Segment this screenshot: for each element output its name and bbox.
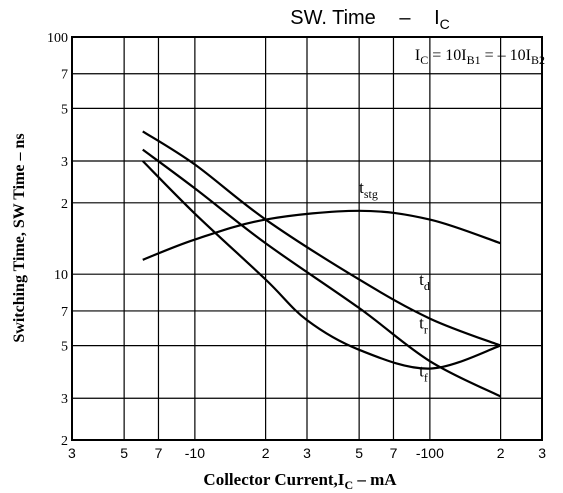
curve-tstg xyxy=(142,209,501,261)
x-tick-label-4: 2 xyxy=(262,445,270,461)
x-tick-label-6: 5 xyxy=(355,445,363,461)
y-tick-label-0: 2 xyxy=(61,434,68,449)
curve-label-td: td xyxy=(419,270,430,293)
curve-tr xyxy=(142,148,502,398)
x-tick-labels: 3 5 7 -10 2 3 5 7 -100 2 3 xyxy=(68,445,546,461)
y-tick-label-8: 7 xyxy=(61,68,68,83)
y-tick-label-5: 2 xyxy=(61,197,68,212)
y-axis-label: Switching Time, SW Time – ns xyxy=(11,133,28,342)
chart-title: SW. Time – IC xyxy=(290,7,450,32)
x-tick-label-8: -100 xyxy=(416,445,444,461)
x-tick-label-7: 7 xyxy=(390,445,398,461)
curves xyxy=(141,130,502,398)
y-tick-label-9: 100 xyxy=(47,31,68,46)
grid xyxy=(71,36,543,441)
y-tick-labels: 2 3 5 7 10 2 3 5 7 100 xyxy=(47,31,68,449)
y-tick-label-6: 3 xyxy=(61,155,68,170)
curve-label-tstg: tstg xyxy=(359,178,378,201)
y-tick-label-7: 5 xyxy=(61,102,68,117)
x-tick-label-2: 7 xyxy=(155,445,163,461)
curve-td xyxy=(142,130,502,347)
x-axis-label: Collector Current,IC – mA xyxy=(203,470,397,492)
x-tick-label-0: 3 xyxy=(68,445,76,461)
x-tick-label-1: 5 xyxy=(120,445,128,461)
curve-tf xyxy=(141,160,501,370)
y-tick-label-2: 5 xyxy=(61,340,68,355)
curve-label-tf: tf xyxy=(419,362,428,385)
y-tick-label-1: 3 xyxy=(61,392,68,407)
curve-label-tr: tr xyxy=(419,314,428,337)
x-tick-label-3: -10 xyxy=(185,445,205,461)
condition-annotation: IC = 10IB1 = – 10IB2 xyxy=(415,47,545,67)
y-tick-label-3: 7 xyxy=(61,305,68,320)
plot-frame xyxy=(71,36,543,441)
x-tick-label-9: 2 xyxy=(497,445,505,461)
x-tick-label-5: 3 xyxy=(303,445,311,461)
x-tick-label-10: 3 xyxy=(538,445,546,461)
curve-labels: tstg td tr tf xyxy=(359,178,430,385)
y-tick-label-4: 10 xyxy=(54,268,68,283)
